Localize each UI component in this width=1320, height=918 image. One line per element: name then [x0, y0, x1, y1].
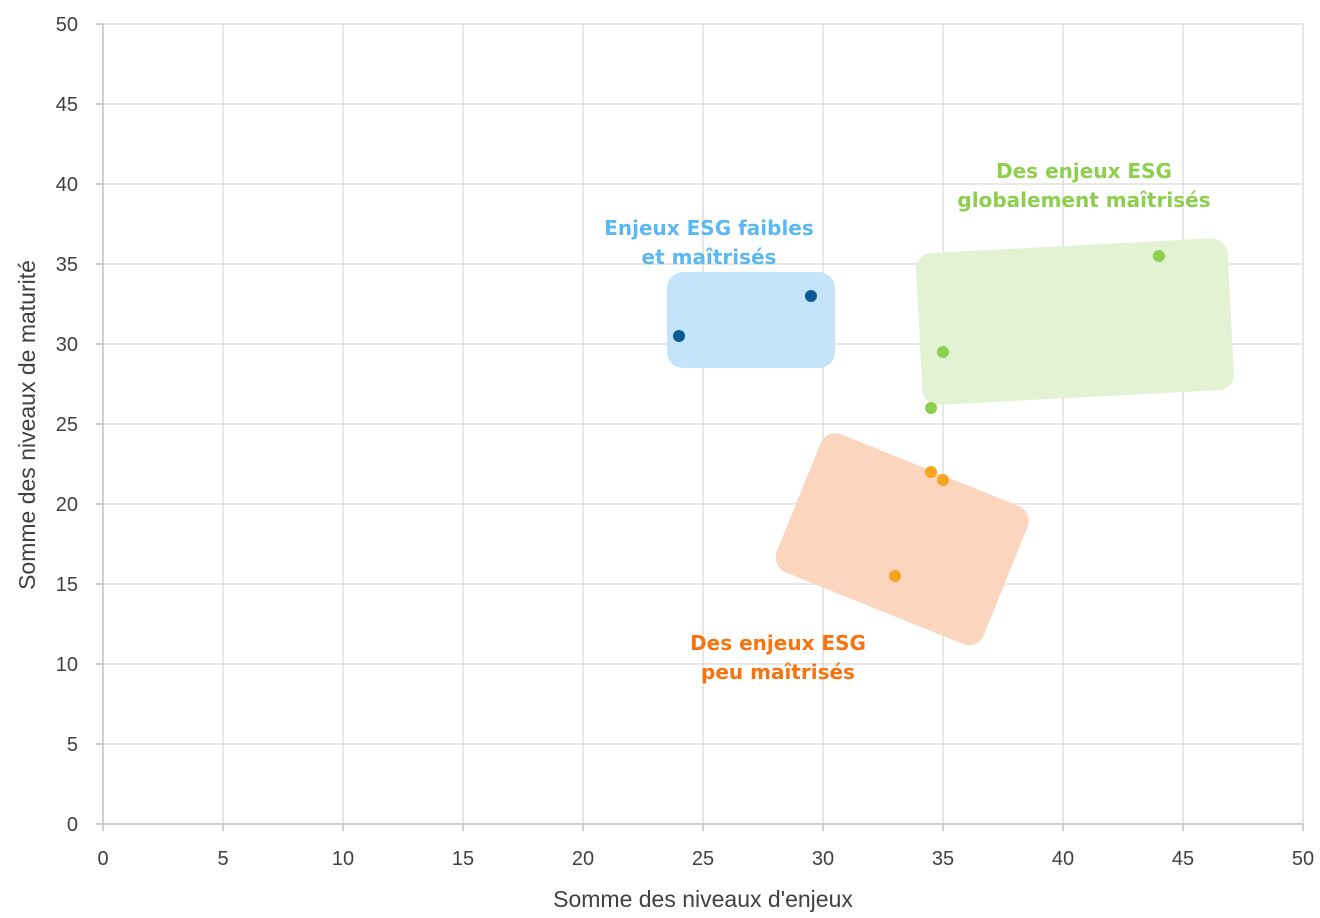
annotation-line: globalement maîtrisés [957, 188, 1210, 212]
x-tick-label: 40 [1052, 848, 1074, 870]
x-tick-label: 20 [572, 848, 594, 870]
data-point [673, 330, 685, 342]
annotation-line: Enjeux ESG faibles [604, 216, 814, 240]
x-tick-label: 30 [812, 848, 834, 870]
y-tick-label: 0 [67, 814, 78, 836]
x-tick-labels: 0 5 10 15 20 25 30 35 40 45 50 [97, 848, 1314, 870]
annotation-line: Des enjeux ESG [690, 631, 866, 655]
y-tick-label: 10 [56, 654, 78, 676]
y-tick-label: 25 [56, 414, 78, 436]
zone-2 [916, 238, 1234, 405]
y-tick-label: 45 [56, 94, 78, 116]
x-tick-label: 10 [332, 848, 354, 870]
data-points [673, 250, 1165, 582]
data-point [937, 346, 949, 358]
y-tick-label: 50 [56, 14, 78, 36]
y-tick-label: 35 [56, 254, 78, 276]
x-tick-label: 25 [692, 848, 714, 870]
y-tick-label: 30 [56, 334, 78, 356]
annotation-label-1: Enjeux ESG faibles et maîtrisés [604, 216, 814, 269]
x-tick-label: 35 [932, 848, 954, 870]
x-tick-label: 50 [1292, 848, 1314, 870]
annotation-label-2: Des enjeux ESG globalement maîtrisés [957, 159, 1210, 212]
zones [667, 238, 1234, 646]
annotation-line: Des enjeux ESG [996, 159, 1172, 183]
x-tick-label: 5 [217, 848, 228, 870]
axes [96, 23, 1304, 831]
data-point [925, 402, 937, 414]
zone-1 [667, 272, 835, 368]
annotations: Enjeux ESG faibles et maîtrisés Des enjeux… [604, 159, 1210, 684]
y-tick-label: 20 [56, 494, 78, 516]
y-tick-labels: 0 5 10 15 20 25 30 35 40 45 50 [56, 14, 78, 836]
x-axis-title: Somme des niveaux d'enjeux [553, 886, 853, 912]
x-tick-label: 45 [1172, 848, 1194, 870]
annotation-label-3: Des enjeux ESG peu maîtrisés [690, 631, 866, 684]
grid-lines [103, 23, 1304, 824]
data-point [1153, 250, 1165, 262]
x-tick-label: 15 [452, 848, 474, 870]
y-tick-label: 15 [56, 574, 78, 596]
zone-3 [775, 433, 1029, 646]
y-axis-title: Somme des niveaux de maturité [14, 260, 40, 590]
x-tick-label: 0 [97, 848, 108, 870]
annotation-line: peu maîtrisés [701, 660, 855, 684]
y-tick-label: 5 [67, 734, 78, 756]
data-point [925, 466, 937, 478]
y-tick-label: 40 [56, 174, 78, 196]
data-point [889, 570, 901, 582]
data-point [805, 290, 817, 302]
data-point [937, 474, 949, 486]
annotation-line: et maîtrisés [642, 245, 777, 269]
